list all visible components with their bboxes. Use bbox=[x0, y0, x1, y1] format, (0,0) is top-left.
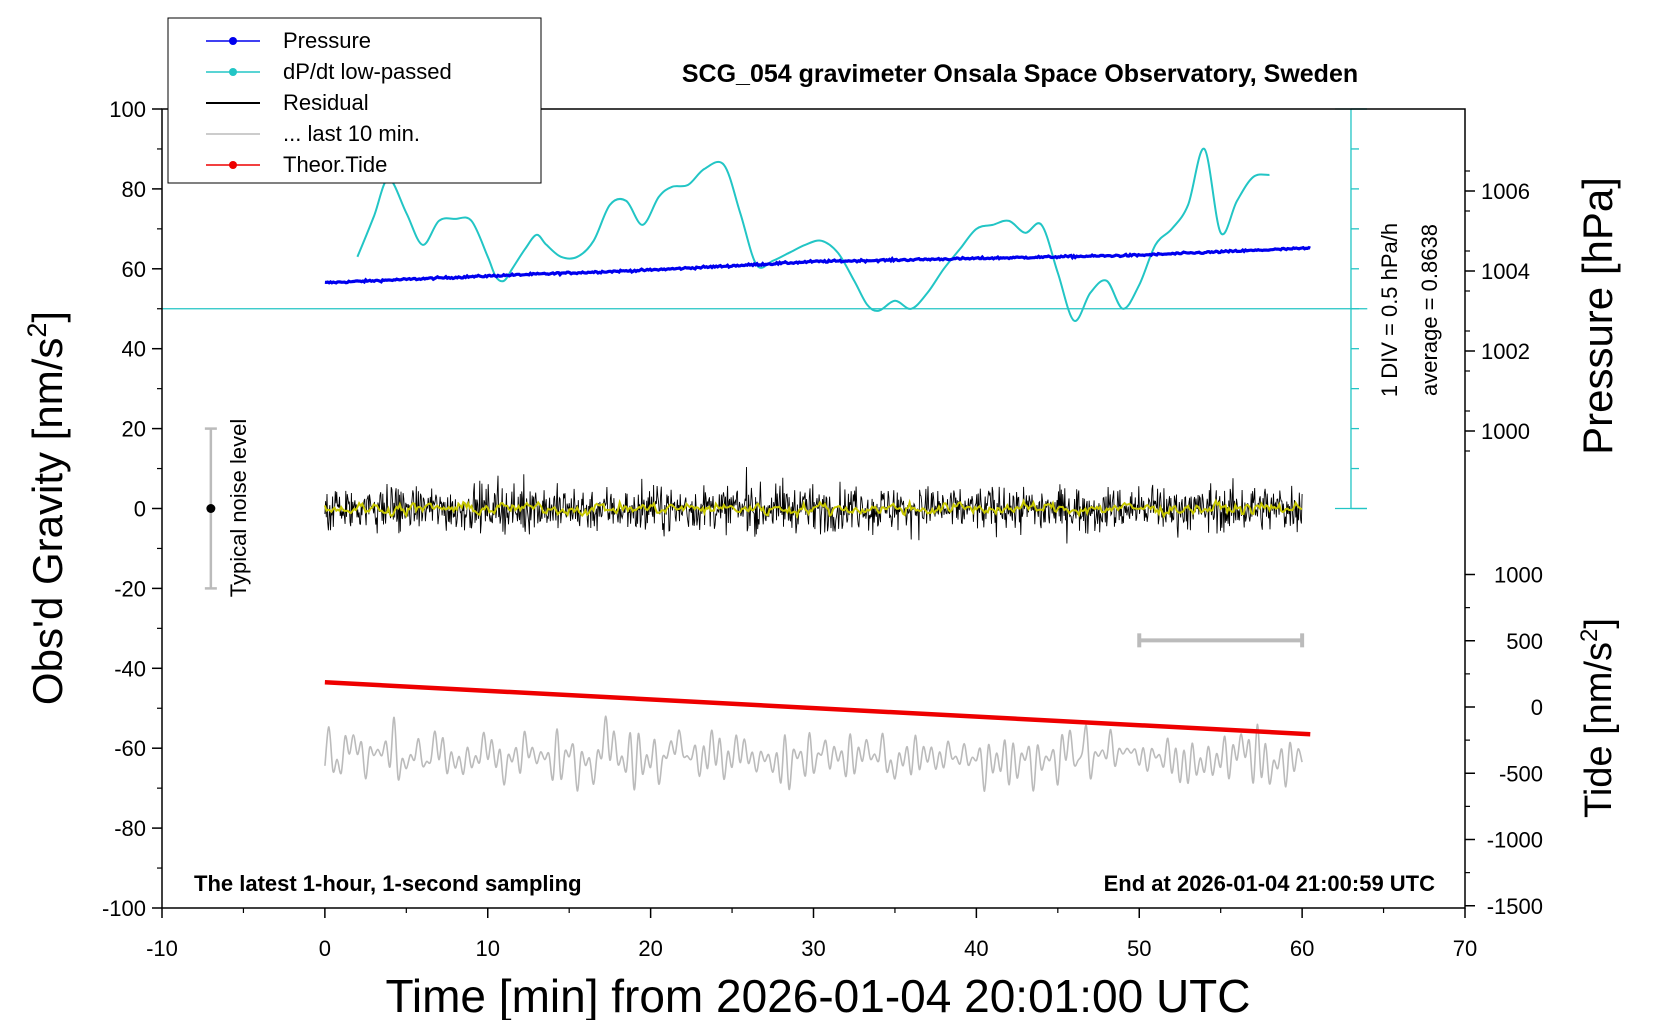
legend-label: Theor.Tide bbox=[283, 152, 387, 177]
legend: Pressure dP/dt low-passed Residual ... last… bbox=[167, 17, 542, 184]
tide-tick-label: -500 bbox=[1499, 761, 1543, 786]
last-10-min-series-line bbox=[324, 715, 1303, 793]
pressure-tick-label: 1006 bbox=[1481, 179, 1530, 204]
legend-swatch-marker bbox=[229, 161, 237, 169]
x-tick-label: -10 bbox=[146, 936, 178, 961]
y-tick-label: -40 bbox=[114, 656, 146, 681]
noise-label: Typical noise level bbox=[226, 419, 251, 598]
x-tick-label: 40 bbox=[964, 936, 988, 961]
x-tick-label: 10 bbox=[476, 936, 500, 961]
residual-series-line bbox=[324, 466, 1303, 544]
tide-tick-label: 500 bbox=[1506, 629, 1543, 654]
x-tick-label: 20 bbox=[638, 936, 662, 961]
dpdt-series-line bbox=[356, 147, 1270, 322]
y-tick-label: 40 bbox=[122, 337, 146, 362]
x-tick-label: 50 bbox=[1127, 936, 1151, 961]
x-tick-label: 30 bbox=[801, 936, 825, 961]
scale-text-2: average = 0.8638 bbox=[1417, 224, 1442, 396]
y-tick-label: -100 bbox=[102, 896, 146, 921]
y-tick-label: -60 bbox=[114, 736, 146, 761]
y-axis-pressure-title: Pressure [hPa] bbox=[1574, 177, 1621, 455]
y-axis-left-title: Obs'd Gravity [nm/s2] bbox=[22, 311, 71, 705]
y-axis-tide-title: Tide [nm/s2] bbox=[1576, 618, 1620, 818]
noise-level-bar bbox=[204, 427, 217, 590]
tide-series-line bbox=[324, 680, 1311, 737]
x-tick-label: 0 bbox=[319, 936, 331, 961]
y-tick-label: -20 bbox=[114, 576, 146, 601]
pressure-series-line bbox=[324, 245, 1311, 285]
y-tick-label: 80 bbox=[122, 177, 146, 202]
scale-text-1: 1 DIV = 0.5 hPa/h bbox=[1377, 223, 1402, 397]
y-axis-pressure: 1006 1004 1002 1000 bbox=[1465, 170, 1530, 452]
tide-tick-label: -1500 bbox=[1487, 894, 1543, 919]
y-axis-left: 100 80 60 40 20 0 -20 -40 -60 -80 -100 bbox=[102, 97, 162, 921]
last-10-min-bar bbox=[1137, 633, 1305, 648]
legend-entry: ... last 10 min. bbox=[206, 121, 420, 146]
legend-entry: Theor.Tide bbox=[206, 152, 387, 177]
chart-title: SCG_054 gravimeter Onsala Space Observat… bbox=[682, 60, 1358, 88]
footer-left: The latest 1-hour, 1-second sampling bbox=[194, 871, 582, 896]
legend-swatch-marker bbox=[229, 37, 237, 45]
footer-right: End at 2026-01-04 21:00:59 UTC bbox=[1104, 871, 1435, 896]
y-tick-label: 20 bbox=[122, 417, 146, 442]
noise-bar-dot bbox=[206, 504, 216, 513]
y-tick-label: 0 bbox=[134, 497, 146, 522]
legend-entry: Residual bbox=[206, 90, 369, 115]
legend-entry: Pressure bbox=[206, 28, 371, 53]
x-tick-label: 70 bbox=[1453, 936, 1477, 961]
legend-entry: dP/dt low-passed bbox=[206, 59, 452, 84]
pressure-tick-label: 1004 bbox=[1481, 259, 1530, 284]
legend-label: dP/dt low-passed bbox=[283, 59, 452, 84]
y-axis-tide: 1000 500 0 -500 -1000 -1500 bbox=[1465, 563, 1543, 919]
residual-smoothed-line bbox=[323, 498, 1303, 520]
legend-label: Residual bbox=[283, 90, 369, 115]
pressure-tick-label: 1000 bbox=[1481, 419, 1530, 444]
x-axis: -10 0 10 20 30 40 50 60 70 bbox=[146, 908, 1477, 961]
x-tick-label: 60 bbox=[1290, 936, 1314, 961]
plot-content bbox=[162, 108, 1368, 793]
tide-tick-label: -1000 bbox=[1487, 828, 1543, 853]
legend-swatch-marker bbox=[229, 68, 237, 76]
y-tick-label: 100 bbox=[109, 97, 146, 122]
legend-box bbox=[167, 17, 542, 184]
tide-tick-label: 0 bbox=[1531, 695, 1543, 720]
pressure-tick-label: 1002 bbox=[1481, 339, 1530, 364]
x-axis-title: Time [min] from 2026-01-04 20:01:00 UTC bbox=[386, 970, 1251, 1020]
legend-label: ... last 10 min. bbox=[283, 121, 420, 146]
y-tick-label: -80 bbox=[114, 816, 146, 841]
y-tick-label: 60 bbox=[122, 257, 146, 282]
legend-label: Pressure bbox=[283, 28, 371, 53]
tide-tick-label: 1000 bbox=[1494, 563, 1543, 588]
